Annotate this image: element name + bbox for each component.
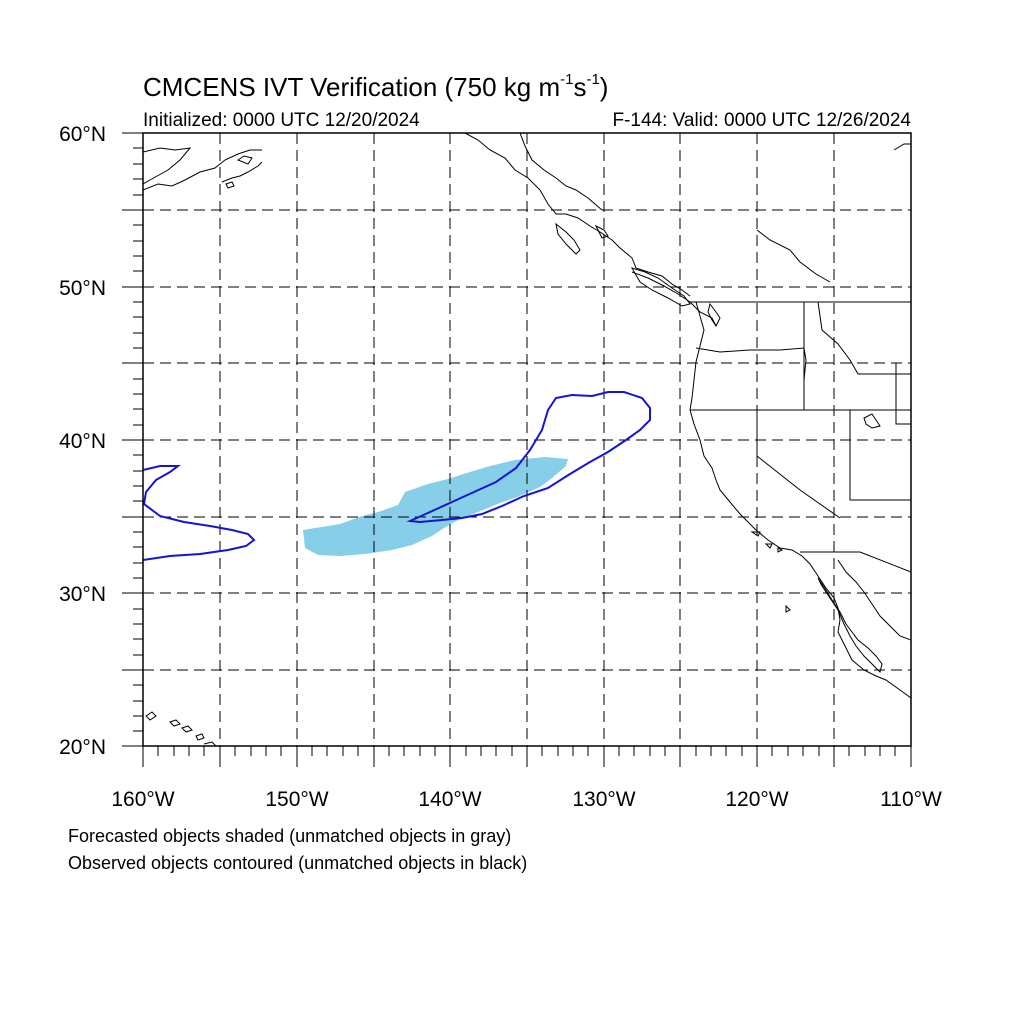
- observed-object-contour: [406, 391, 651, 524]
- init-time-label: Initialized: 0000 UTC 12/20/2024: [143, 110, 420, 131]
- footnote-observed: Observed objects contoured (unmatched ob…: [68, 853, 528, 873]
- lat-label-40n: 40°N: [59, 430, 106, 453]
- lat-label-60n: 60°N: [59, 123, 106, 146]
- observed-contours: [143, 391, 651, 561]
- lon-label-160w: 160°W: [111, 788, 174, 811]
- axis-ticks: [122, 132, 912, 767]
- graticule: [143, 133, 911, 746]
- lat-label-50n: 50°N: [59, 277, 106, 300]
- footnote-forecast: Forecasted objects shaded (unmatched obj…: [68, 826, 512, 846]
- lat-label-20n: 20°N: [59, 736, 106, 759]
- coastlines: [143, 133, 911, 746]
- lat-label-30n: 30°N: [59, 583, 106, 606]
- lon-label-110w: 110°W: [880, 788, 942, 811]
- figure-title: CMCENS IVT Verification (750 kg m-1s-1): [143, 71, 609, 102]
- lon-label-140w: 140°W: [418, 788, 481, 811]
- observed-object-contour-west: [143, 465, 256, 561]
- forecast-object-shaded: [303, 457, 568, 556]
- valid-time-label: F-144: Valid: 0000 UTC 12/26/2024: [612, 110, 911, 131]
- lon-label-120w: 120°W: [725, 788, 788, 811]
- lon-label-130w: 130°W: [572, 788, 635, 811]
- lon-label-150w: 150°W: [265, 788, 328, 811]
